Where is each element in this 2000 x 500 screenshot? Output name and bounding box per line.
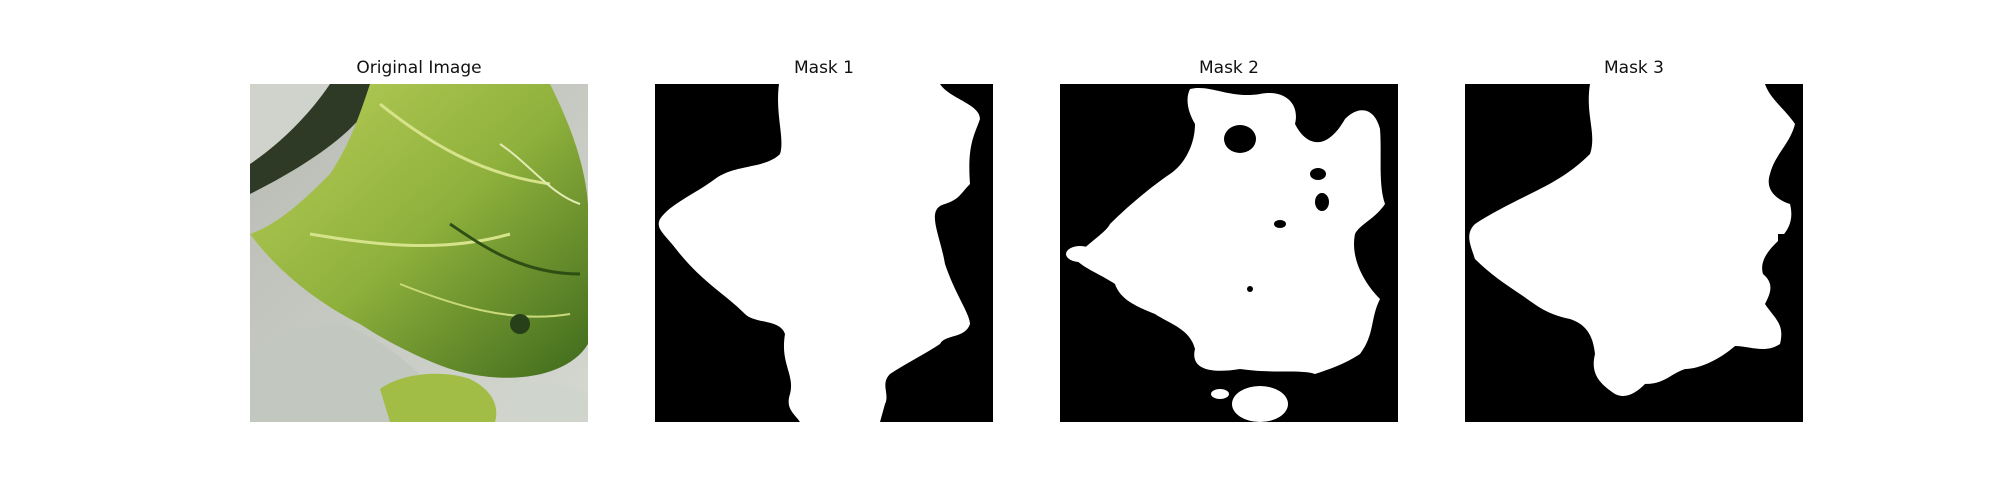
lettuce-photo [250, 84, 588, 422]
mask-2-shape [1060, 84, 1398, 422]
panel-mask-3: Mask 3 [1465, 56, 1803, 422]
panel-mask-2: Mask 2 [1060, 56, 1398, 422]
mask-image [655, 84, 993, 422]
panel-title: Mask 2 [1198, 58, 1259, 78]
panel-title: Mask 1 [793, 58, 854, 78]
panel-mask-1: Mask 1 [655, 56, 993, 422]
panel-title: Mask 3 [1603, 58, 1664, 78]
panel-title: Original Image [356, 58, 482, 78]
mask-1-shape [655, 84, 993, 422]
mask-image [1060, 84, 1398, 422]
original-image [250, 84, 588, 422]
mask-image [1465, 84, 1803, 422]
panel-original-image: Original Image [250, 56, 588, 422]
mask-3-shape [1465, 84, 1803, 422]
